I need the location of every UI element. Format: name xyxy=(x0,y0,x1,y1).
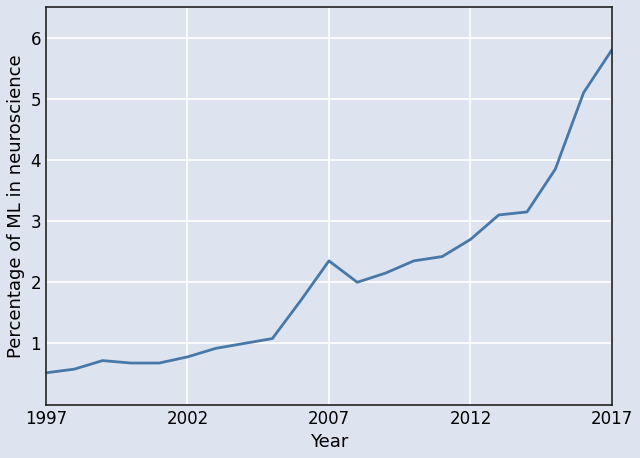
X-axis label: Year: Year xyxy=(310,433,348,451)
Y-axis label: Percentage of ML in neuroscience: Percentage of ML in neuroscience xyxy=(7,54,25,358)
